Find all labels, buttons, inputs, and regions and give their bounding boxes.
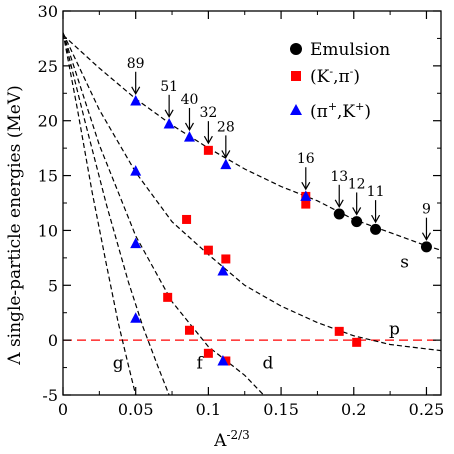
legend-k-pi-part2: ,π (333, 67, 350, 87)
plot-frame (62, 10, 442, 396)
data-point-square-6 (163, 292, 173, 302)
data-point-triangle-9 (217, 354, 229, 366)
legend-pi-k-part1: (π (310, 102, 328, 122)
data-point-square-10 (334, 326, 344, 336)
curve-s (63, 34, 441, 251)
legend-k-pi-part3: ) (353, 67, 360, 87)
data-point-circle-2 (370, 223, 382, 235)
legend-pi-k-part3: ) (364, 102, 371, 122)
annotation-label-28: 28 (217, 119, 235, 135)
data-point-square-4 (301, 199, 311, 209)
legend-k-pi-sup2: - (350, 65, 354, 78)
annotation-arrowhead-11 (371, 214, 381, 224)
legend-label-k-pi: (K-,π-) (310, 65, 360, 87)
data-point-square-2 (203, 245, 213, 255)
legend-marker-pi-k (290, 104, 302, 115)
data-point-square-8 (203, 348, 213, 358)
x-tick-label-0: 0 (58, 400, 68, 419)
annotation-arrowhead-9 (421, 232, 431, 241)
y-tick-label-4: 15 (38, 167, 58, 186)
annotation-label-9: 9 (422, 202, 431, 218)
legend: Emulsion (K-,π-) (π+,K+) (290, 40, 390, 122)
legend-pi-k-part2: ,K (337, 102, 355, 122)
x-tick-label-1: 0.05 (118, 400, 154, 419)
curve-p (63, 32, 441, 352)
data-point-triangle-1 (163, 118, 175, 129)
data-point-square-3 (221, 254, 231, 264)
legend-label-emulsion: Emulsion (310, 40, 390, 60)
curve-g (63, 32, 137, 395)
data-point-triangle-5 (130, 165, 142, 176)
data-point-square-1 (203, 145, 213, 155)
y-axis-title: Λ single-particle energies (MeV) (5, 85, 25, 365)
x-axis-title-exponent: -2/3 (226, 428, 249, 442)
data-point-square-11 (352, 337, 362, 347)
curve-label-g: g (113, 354, 124, 374)
annotation-arrowhead-16 (301, 181, 311, 191)
curve-label-p: p (389, 320, 400, 340)
data-point-circle-1 (351, 216, 363, 228)
data-point-triangle-8 (130, 312, 142, 323)
x-tick-label-4: 0.2 (341, 400, 366, 419)
legend-pi-k-sup1: + (328, 100, 337, 113)
annotation-label-89: 89 (127, 56, 145, 72)
x-axis-title-base: A (213, 431, 227, 451)
annotation-arrowhead-13 (334, 199, 344, 208)
x-tick-label-3: 0.15 (263, 400, 299, 419)
curve-f (63, 32, 170, 395)
annotation-arrowhead-12 (352, 207, 362, 216)
legend-marker-k-pi (291, 71, 301, 81)
annotation-arrowhead-40 (184, 122, 195, 132)
annotation-label-12: 12 (348, 176, 366, 192)
data-point-triangle-2 (183, 131, 195, 142)
y-tick-label-2: 5 (48, 276, 58, 295)
legend-label-pi-k: (π+,K+) (310, 100, 371, 122)
data-point-circle-0 (333, 208, 345, 220)
data-point-square-7 (184, 325, 194, 335)
annotation-arrowhead-89 (131, 86, 141, 95)
annotation-arrowhead-28 (221, 150, 231, 159)
legend-k-pi-part1: (K (310, 67, 330, 87)
data-point-square-0 (182, 214, 192, 224)
y-tick-label-6: 25 (38, 57, 58, 76)
y-tick-label-7: 30 (38, 2, 58, 21)
data-point-triangle-4 (300, 190, 312, 201)
legend-marker-emulsion (290, 43, 302, 55)
legend-k-pi-sup1: - (329, 65, 333, 78)
y-tick-label-1: 0 (48, 331, 58, 350)
curve-label-f: f (197, 354, 205, 374)
data-point-triangle-7 (217, 265, 229, 276)
y-tick-label-5: 20 (38, 112, 58, 131)
annotation-label-13: 13 (330, 169, 348, 185)
data-point-triangle-0 (130, 94, 142, 106)
x-tick-label-5: 0.25 (409, 400, 445, 419)
curve-label-s: s (400, 253, 409, 273)
data-point-triangle-6 (130, 237, 142, 249)
annotation-arrowhead-32 (203, 135, 213, 145)
annotation-label-16: 16 (297, 151, 315, 167)
annotation-label-32: 32 (199, 105, 217, 121)
x-tick-label-2: 0.1 (196, 400, 221, 419)
annotation-arrowhead-51 (164, 109, 174, 119)
y-tick-label-3: 10 (38, 221, 58, 240)
y-tick-label-0: -5 (42, 386, 58, 405)
annotation-label-40: 40 (181, 92, 199, 108)
data-point-triangle-3 (220, 158, 232, 170)
data-point-circle-3 (420, 241, 432, 253)
legend-pi-k-sup2: + (355, 100, 364, 113)
x-axis-title: A-2/3 (213, 428, 250, 451)
annotation-label-51: 51 (160, 79, 178, 95)
curve-label-d: d (263, 354, 274, 374)
annotation-label-11: 11 (367, 184, 385, 200)
